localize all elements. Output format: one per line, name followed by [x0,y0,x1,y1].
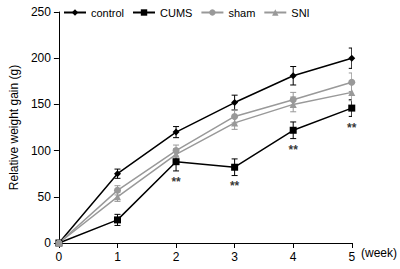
svg-text:**: ** [347,121,357,135]
svg-text:**: ** [289,143,299,157]
svg-text:5: 5 [348,250,355,264]
svg-text:SNI: SNI [291,7,309,19]
svg-text:100: 100 [31,144,51,158]
svg-text:0: 0 [44,236,51,250]
svg-text:4: 4 [290,250,297,264]
svg-text:1: 1 [114,250,121,264]
svg-text:Relative weight gain (g): Relative weight gain (g) [7,65,21,190]
svg-text:200: 200 [31,51,51,65]
svg-text:3: 3 [231,250,238,264]
svg-text:150: 150 [31,97,51,111]
svg-text:**: ** [171,175,181,189]
svg-text:250: 250 [31,5,51,19]
svg-text:control: control [91,7,124,19]
svg-text:CUMS: CUMS [160,7,192,19]
svg-text:0: 0 [56,250,63,264]
svg-text:2: 2 [173,250,180,264]
svg-text:**: ** [230,179,240,193]
svg-text:(week): (week) [361,246,397,260]
svg-text:50: 50 [38,190,52,204]
svg-text:sham: sham [228,7,255,19]
